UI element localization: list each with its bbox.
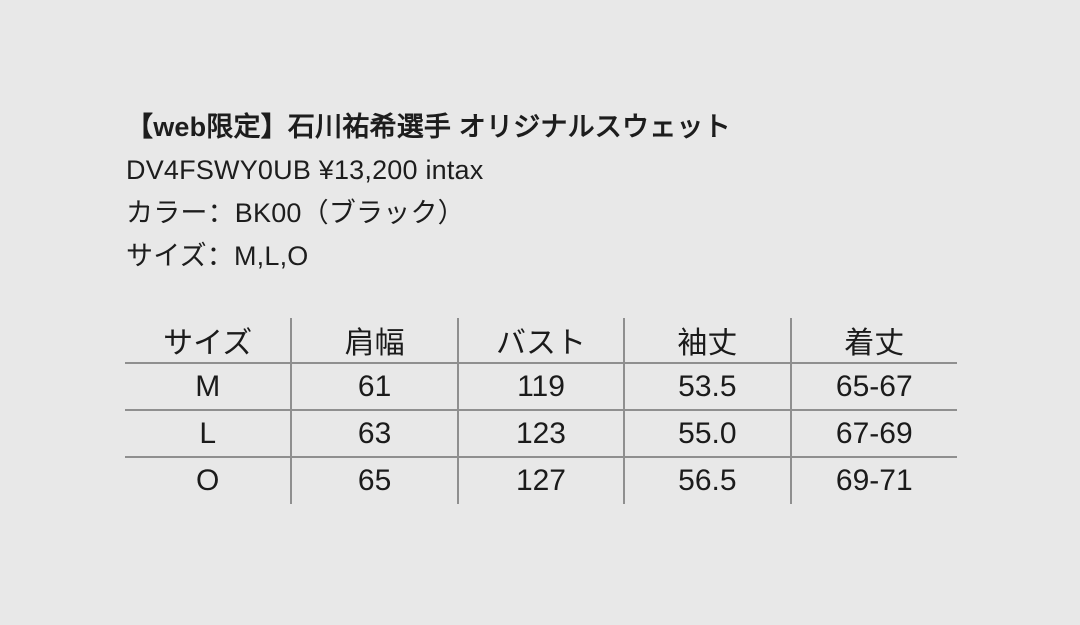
table-cell: L	[125, 410, 293, 458]
column-header-length: 着丈	[790, 318, 957, 364]
table-row-l: L 63 123 55.0 67-69	[125, 410, 957, 458]
table-cell: 69-71	[835, 464, 913, 497]
table-cell: 65-67	[790, 363, 957, 411]
column-header-size: サイズ	[125, 318, 293, 364]
size-chart-body: M 61 119 53.5 65-67 L 63 123 55.0 67-69 …	[125, 363, 957, 504]
product-color: カラー：BK00（ブラック）	[126, 198, 465, 228]
column-header-sleeve: 袖丈	[624, 318, 792, 364]
table-cell: 53.5	[624, 363, 792, 411]
table-cell: 127	[457, 457, 626, 504]
column-header-shoulder: 肩幅	[291, 318, 459, 364]
table-cell: M	[125, 363, 293, 411]
product-sku-price: DV4FSWY0UB ¥13,200 intax	[126, 155, 484, 185]
size-chart-header: サイズ 肩幅 バスト 袖丈 着丈	[125, 318, 957, 364]
size-chart-table: サイズ 肩幅 バスト 袖丈 着丈 M 61 119 53.5 65-67 L 6…	[125, 318, 957, 504]
table-cell: 61	[291, 363, 459, 411]
table-row-m: M 61 119 53.5 65-67	[125, 363, 957, 411]
table-cell: 119	[457, 363, 626, 411]
product-sizes: サイズ：M,L,O	[126, 241, 309, 271]
table-cell: 67-69	[790, 410, 957, 458]
table-cell: 123	[457, 410, 626, 458]
product-info: 【web限定】石川祐希選手 オリジナルスウェット DV4FSWY0UB ¥13,…	[126, 106, 731, 278]
table-cell: O	[125, 457, 293, 504]
product-title: 【web限定】石川祐希選手 オリジナルスウェット	[126, 112, 731, 142]
header-row: サイズ 肩幅 バスト 袖丈 着丈	[125, 318, 957, 364]
table-cell: 55.0	[624, 410, 792, 458]
column-header-bust: バスト	[457, 318, 626, 364]
table-cell: 63	[291, 410, 459, 458]
table-row-o: O 65 127 56.5 69-71	[125, 457, 957, 504]
table-cell: 56.5	[624, 457, 792, 504]
table-cell: 65	[291, 457, 459, 504]
